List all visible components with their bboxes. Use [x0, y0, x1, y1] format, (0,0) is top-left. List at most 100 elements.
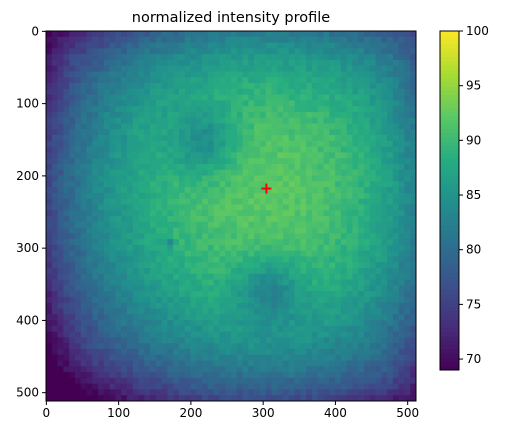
- heatmap-cell: [208, 141, 214, 147]
- heatmap-cell: [410, 285, 416, 291]
- heatmap-cell: [75, 95, 81, 101]
- heatmap-cell: [254, 326, 260, 332]
- heatmap-cell: [208, 343, 214, 349]
- heatmap-cell: [387, 216, 393, 222]
- heatmap-cell: [46, 95, 52, 101]
- heatmap-cell: [289, 245, 295, 251]
- heatmap-cell: [352, 372, 358, 378]
- heatmap-cell: [381, 187, 387, 193]
- heatmap-cell: [156, 274, 162, 280]
- heatmap-cell: [318, 112, 324, 118]
- heatmap-cell: [404, 112, 410, 118]
- colorbar-segment: [440, 230, 459, 235]
- heatmap-cell: [260, 262, 266, 268]
- heatmap-cell: [335, 106, 341, 112]
- heatmap-cell: [214, 280, 220, 286]
- heatmap-cell: [283, 106, 289, 112]
- heatmap-cell: [300, 210, 306, 216]
- heatmap-cell: [370, 251, 376, 257]
- heatmap-cell: [312, 343, 318, 349]
- heatmap-cell: [63, 297, 69, 303]
- heatmap-cell: [52, 147, 58, 153]
- heatmap-cell: [144, 274, 150, 280]
- heatmap-cell: [271, 31, 277, 37]
- heatmap-cell: [92, 37, 98, 43]
- heatmap-cell: [266, 106, 272, 112]
- colorbar-segment: [440, 48, 459, 53]
- heatmap-cell: [231, 251, 237, 257]
- heatmap-cell: [69, 389, 75, 395]
- heatmap-cell: [277, 309, 283, 315]
- heatmap-cell: [248, 210, 254, 216]
- heatmap-cell: [399, 274, 405, 280]
- heatmap-cell: [104, 147, 110, 153]
- heatmap-cell: [225, 384, 231, 390]
- heatmap-cell: [150, 164, 156, 170]
- heatmap-cell: [393, 71, 399, 77]
- heatmap-cell: [115, 60, 121, 66]
- heatmap-cell: [289, 118, 295, 124]
- heatmap-cell: [318, 274, 324, 280]
- heatmap-cell: [179, 216, 185, 222]
- heatmap-cell: [376, 71, 382, 77]
- heatmap-cell: [341, 384, 347, 390]
- heatmap-cell: [370, 129, 376, 135]
- heatmap-cell: [295, 112, 301, 118]
- heatmap-cell: [127, 106, 133, 112]
- heatmap-cell: [156, 193, 162, 199]
- heatmap-cell: [63, 37, 69, 43]
- heatmap-cell: [69, 135, 75, 141]
- heatmap-cell: [127, 60, 133, 66]
- heatmap-cell: [306, 216, 312, 222]
- heatmap-cell: [150, 332, 156, 338]
- heatmap-cell: [86, 181, 92, 187]
- heatmap-cell: [46, 141, 52, 147]
- heatmap-cell: [46, 112, 52, 118]
- heatmap-cell: [156, 222, 162, 228]
- heatmap-cell: [289, 297, 295, 303]
- heatmap-cell: [214, 309, 220, 315]
- heatmap-cell: [295, 95, 301, 101]
- heatmap-cell: [63, 77, 69, 83]
- heatmap-cell: [179, 176, 185, 182]
- heatmap-cell: [393, 337, 399, 343]
- heatmap-cell: [318, 361, 324, 367]
- heatmap-cell: [370, 332, 376, 338]
- heatmap-cell: [370, 66, 376, 72]
- heatmap-cell: [92, 314, 98, 320]
- colorbar-segment: [440, 217, 459, 222]
- heatmap-cell: [410, 384, 416, 390]
- heatmap-cell: [347, 135, 353, 141]
- heatmap-cell: [219, 297, 225, 303]
- heatmap-cell: [347, 384, 353, 390]
- heatmap-cell: [237, 204, 243, 210]
- heatmap-cell: [387, 181, 393, 187]
- heatmap-cell: [156, 204, 162, 210]
- colorbar-segment: [440, 179, 459, 184]
- heatmap-cell: [92, 280, 98, 286]
- heatmap-cell: [358, 164, 364, 170]
- heatmap-cell: [46, 245, 52, 251]
- heatmap-cell: [312, 268, 318, 274]
- heatmap-cell: [162, 372, 168, 378]
- heatmap-cell: [179, 332, 185, 338]
- heatmap-cell: [352, 100, 358, 106]
- heatmap-cell: [271, 112, 277, 118]
- heatmap-cell: [399, 222, 405, 228]
- heatmap-cell: [266, 349, 272, 355]
- heatmap-cell: [266, 332, 272, 338]
- heatmap-cell: [376, 337, 382, 343]
- heatmap-cell: [381, 228, 387, 234]
- heatmap-cell: [410, 31, 416, 37]
- heatmap-cell: [237, 152, 243, 158]
- heatmap-cell: [133, 210, 139, 216]
- heatmap-cell: [63, 124, 69, 130]
- heatmap-cell: [324, 239, 330, 245]
- heatmap-cell: [86, 89, 92, 95]
- heatmap-cell: [150, 54, 156, 60]
- heatmap-cell: [300, 268, 306, 274]
- heatmap-cell: [312, 124, 318, 130]
- heatmap-cell: [335, 83, 341, 89]
- heatmap-cell: [306, 361, 312, 367]
- heatmap-cell: [329, 389, 335, 395]
